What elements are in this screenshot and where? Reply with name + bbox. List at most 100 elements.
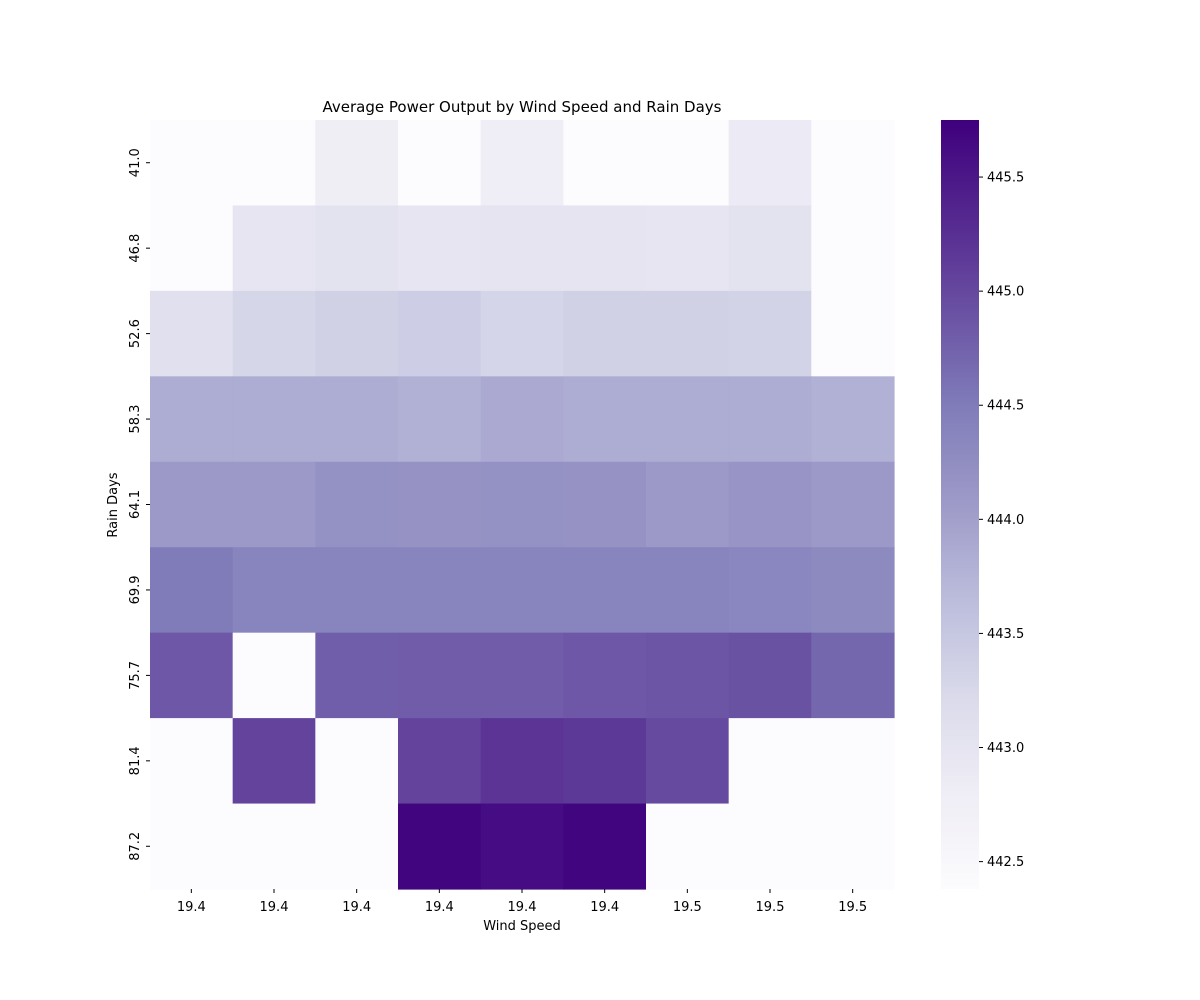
heatmap-cell (315, 461, 399, 548)
colorbar-tick-label: 443.5 (987, 627, 1024, 642)
x-tick-label: 19.5 (756, 900, 785, 915)
heatmap-cell (398, 205, 482, 292)
heatmap-cell (480, 290, 564, 377)
heatmap-cell (398, 376, 482, 463)
heatmap-cell (398, 547, 482, 634)
heatmap-cell (150, 376, 234, 463)
y-tick-label: 58.3 (128, 405, 143, 434)
heatmap-cell (398, 632, 482, 719)
heatmap-cell (480, 803, 564, 890)
heatmap-cell-empty (150, 718, 234, 805)
heatmap-cell (811, 632, 895, 719)
heatmap-cell (480, 547, 564, 634)
heatmap-cell (563, 632, 647, 719)
heatmap-cell (728, 376, 812, 463)
y-tick-label: 52.6 (128, 319, 143, 348)
heatmap-cell (811, 461, 895, 548)
heatmap-cell (232, 290, 316, 377)
heatmap-cell-empty (728, 718, 812, 805)
heatmap-cell (728, 632, 812, 719)
heatmap-cell-empty (811, 803, 895, 890)
x-tick-label: 19.4 (425, 900, 454, 915)
heatmap-cell-empty (232, 803, 316, 890)
heatmap-cell (563, 547, 647, 634)
heatmap-cell (563, 205, 647, 292)
colorbar-tick-label: 445.0 (987, 285, 1024, 300)
heatmap-cell-empty (150, 120, 234, 207)
heatmap-cell-empty (646, 120, 730, 207)
heatmap-cell (728, 461, 812, 548)
heatmap-cell (563, 803, 647, 890)
y-tick-label: 46.8 (128, 234, 143, 263)
heatmap-cell (563, 461, 647, 548)
heatmap-cell (150, 461, 234, 548)
y-axis-ticks: 41.0 46.8 52.6 58.3 64.1 69.9 75.7 81.4 87.2 (128, 148, 150, 861)
heatmap-cell-empty (811, 718, 895, 805)
heatmap-cell-empty (646, 803, 730, 890)
heatmap-cell-empty (728, 803, 812, 890)
heatmap-cell (315, 547, 399, 634)
y-tick-label: 69.9 (128, 575, 143, 604)
heatmap-cell-empty (150, 205, 234, 292)
colorbar-ticks: 442.5 443.0 443.5 444.0 444.5 445.0 445.5 (979, 171, 1024, 870)
x-tick-label: 19.4 (590, 900, 619, 915)
heatmap-cell (811, 547, 895, 634)
heatmap-cell (480, 120, 564, 207)
heatmap-cell (646, 376, 730, 463)
heatmap-cell (646, 547, 730, 634)
colorbar (941, 120, 979, 889)
colorbar-tick-label: 444.5 (987, 399, 1024, 414)
heatmap-cell (480, 461, 564, 548)
heatmap-cell-empty (232, 120, 316, 207)
heatmap-cell (150, 290, 234, 377)
x-tick-label: 19.5 (673, 900, 702, 915)
heatmap-cell (315, 205, 399, 292)
heatmap-cell (398, 461, 482, 548)
heatmap-cell (646, 718, 730, 805)
heatmap-cell-empty (315, 803, 399, 890)
heatmap-cells (150, 120, 895, 890)
colorbar-tick-label: 442.5 (987, 855, 1024, 870)
heatmap-cell (480, 632, 564, 719)
heatmap-cell (315, 376, 399, 463)
heatmap-cell (398, 718, 482, 805)
heatmap-cell (232, 718, 316, 805)
heatmap-cell (480, 376, 564, 463)
heatmap-cell (480, 205, 564, 292)
y-tick-label: 64.1 (128, 490, 143, 519)
heatmap-cell (232, 461, 316, 548)
heatmap-cell-empty (150, 803, 234, 890)
heatmap-cell (315, 120, 399, 207)
heatmap-cell (646, 205, 730, 292)
heatmap-cell (563, 718, 647, 805)
heatmap-cell (646, 461, 730, 548)
y-tick-label: 75.7 (128, 661, 143, 690)
heatmap-cell-empty (398, 120, 482, 207)
heatmap-cell-empty (315, 718, 399, 805)
heatmap-cell (150, 632, 234, 719)
heatmap-cell (646, 632, 730, 719)
heatmap-cell (398, 290, 482, 377)
heatmap-cell (232, 547, 316, 634)
colorbar-tick-label: 443.0 (987, 741, 1024, 756)
heatmap-cell-empty (563, 120, 647, 207)
y-tick-label: 87.2 (128, 832, 143, 861)
heatmap-cell-empty (232, 632, 316, 719)
heatmap-cell (563, 290, 647, 377)
x-tick-label: 19.4 (260, 900, 289, 915)
heatmap-cell (728, 120, 812, 207)
x-tick-label: 19.5 (838, 900, 867, 915)
heatmap-cell (232, 205, 316, 292)
x-axis-ticks: 19.4 19.4 19.4 19.4 19.4 19.4 19.5 19.5 19.5 (177, 889, 867, 915)
chart-title: Average Power Output by Wind Speed and R… (323, 98, 722, 116)
x-axis-label: Wind Speed (483, 919, 561, 934)
heatmap-cell (398, 803, 482, 890)
colorbar-tick-label: 445.5 (987, 171, 1024, 186)
y-axis-label: Rain Days (106, 472, 121, 537)
heatmap-cell (232, 376, 316, 463)
colorbar-tick-label: 444.0 (987, 513, 1024, 528)
heatmap-cell (315, 632, 399, 719)
y-tick-label: 41.0 (128, 148, 143, 177)
x-tick-label: 19.4 (177, 900, 206, 915)
heatmap-cell (811, 376, 895, 463)
